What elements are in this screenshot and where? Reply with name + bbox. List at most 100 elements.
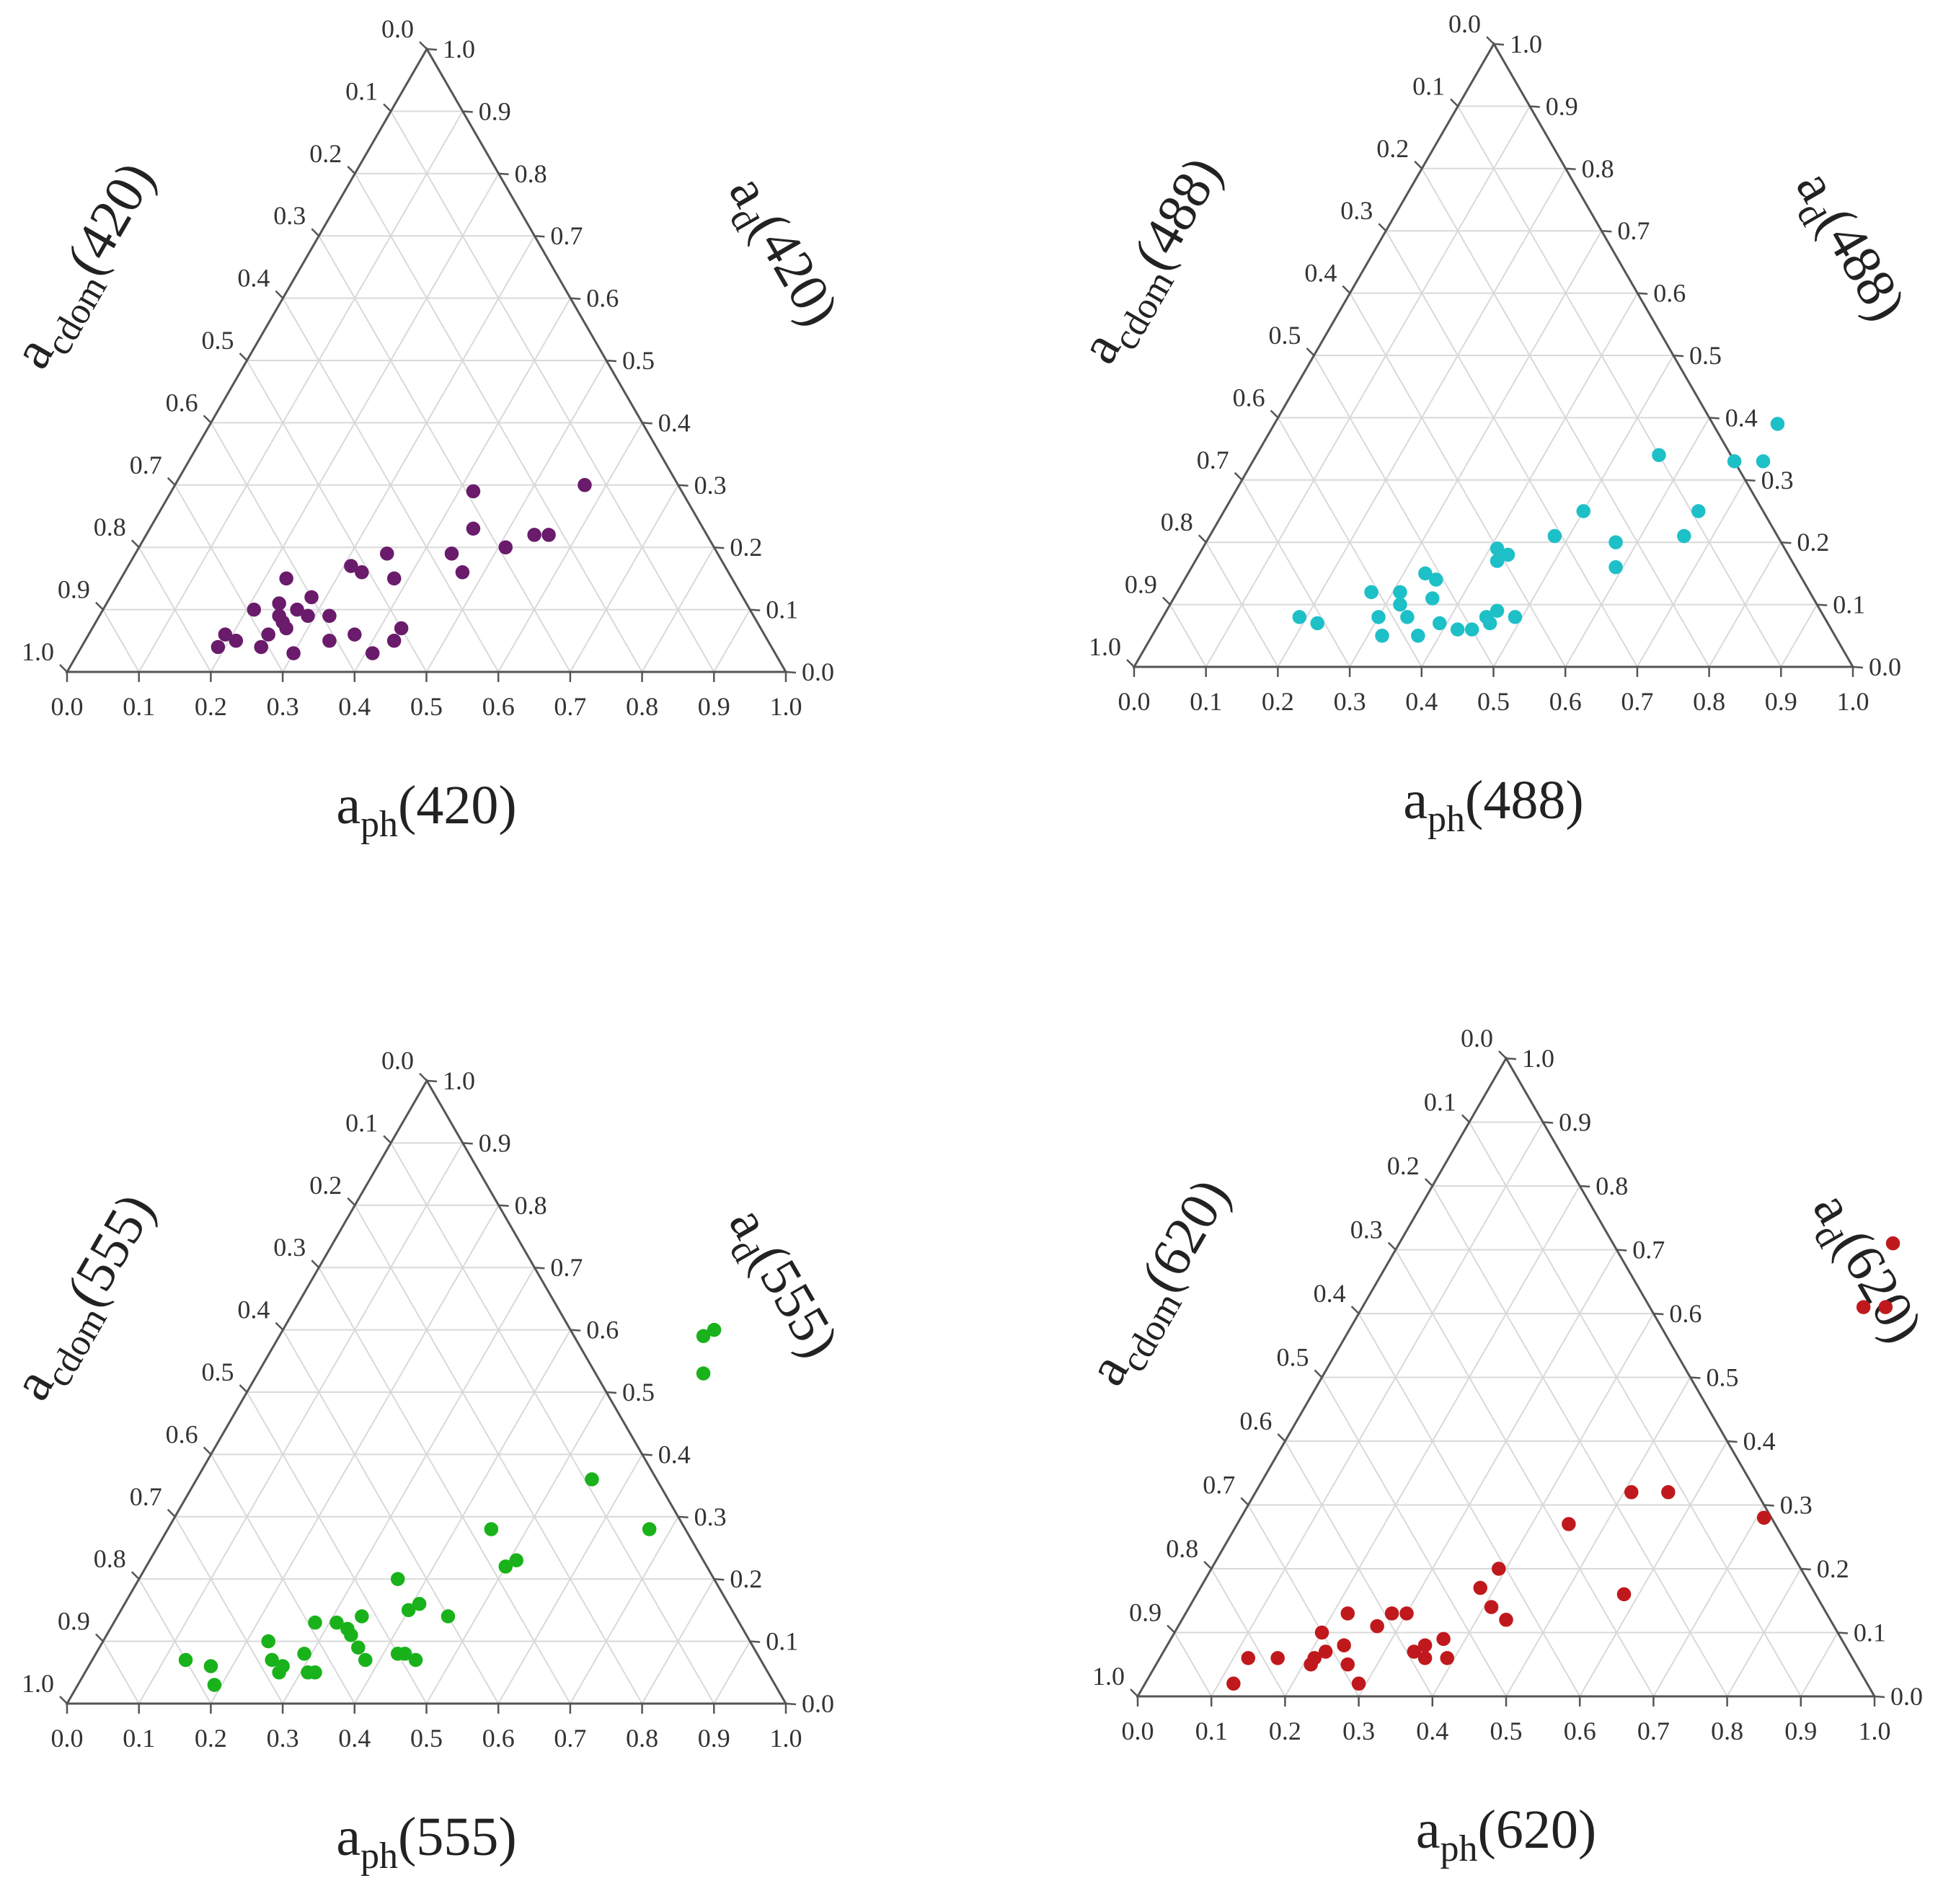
data-point <box>1464 622 1479 637</box>
tick-labels: 0.0 0.0 0.0 0.1 0.1 0.1 0.2 0.2 0.2 0.3 0.3 0.3 0.4 0… <box>22 14 834 721</box>
tick-mark-acdom <box>1270 409 1279 419</box>
tick-label-ad: 0.4 <box>658 1440 691 1469</box>
tick-label-acdom: 0.1 <box>1424 1088 1456 1117</box>
data-point <box>408 1652 423 1668</box>
data-point <box>1429 572 1443 587</box>
axis-title-acdom-suffix: (555) <box>55 1184 167 1317</box>
data-point <box>455 565 470 580</box>
data-point <box>1425 591 1440 606</box>
axis-title-aph-suffix: (488) <box>1465 770 1584 831</box>
data-point <box>1292 610 1307 624</box>
grid-line-aph <box>1708 541 1782 668</box>
tick-label-acdom: 0.1 <box>345 76 378 105</box>
tick-mark-acdom <box>1350 1306 1360 1314</box>
data-point <box>254 639 268 655</box>
data-point <box>1393 597 1407 612</box>
tick-label-acdom: 0.6 <box>166 388 198 417</box>
data-point <box>1473 1580 1487 1595</box>
tick-mark-acdom <box>59 1696 68 1704</box>
data-points <box>1226 1236 1900 1691</box>
grid-line-acdom <box>318 1267 571 1704</box>
tick-label-acdom: 0.7 <box>130 451 162 479</box>
grid-line-acdom <box>1277 417 1422 668</box>
tick-label-ad: 0.6 <box>586 1316 619 1345</box>
tick-label-ad: 0.5 <box>1707 1363 1739 1392</box>
data-point <box>229 634 244 648</box>
tick-label-ad: 1.0 <box>1510 30 1542 58</box>
grid-line-acdom <box>1321 1376 1507 1697</box>
tick-label-acdom: 0.9 <box>58 1607 90 1636</box>
tick-label-aph: 0.6 <box>1564 1717 1596 1745</box>
axis-title-ad-suffix: (555) <box>739 1234 851 1368</box>
grid-line-aph <box>570 484 679 673</box>
grid-line-aph <box>1205 105 1531 668</box>
tick-label-acdom: 0.8 <box>1166 1534 1198 1563</box>
tick-label-ad: 0.2 <box>1797 528 1829 557</box>
data-point <box>1508 610 1523 624</box>
data-point <box>386 634 402 648</box>
tick-mark-acdom <box>347 1197 356 1206</box>
axis-title-ad: ad(420) <box>709 165 851 340</box>
data-point <box>308 1615 322 1630</box>
grid-line-acdom <box>246 360 428 673</box>
tick-mark-ad <box>1505 1057 1517 1061</box>
grid-line-aph <box>1505 1376 1691 1697</box>
tick-label-acdom: 0.0 <box>381 14 414 43</box>
grid-line-aph <box>1565 417 1710 668</box>
tick-mark-acdom <box>130 539 140 549</box>
tick-label-ad: 0.1 <box>766 595 798 624</box>
grid-line-acdom <box>1394 1249 1655 1697</box>
tick-mark-ad <box>606 1391 617 1394</box>
tick-labels: 0.0 0.0 0.0 0.1 0.1 0.1 0.2 0.2 0.2 0.3 0.3 0.3 0.4 0… <box>1092 1024 1923 1745</box>
axis-title-acdom: acdom(420) <box>1 152 174 383</box>
data-point <box>1492 1562 1506 1576</box>
grid-line-acdom <box>174 484 283 673</box>
data-point <box>247 602 262 617</box>
data-point <box>585 1472 599 1487</box>
tick-mark-acdom <box>1314 1369 1323 1378</box>
axis-title-aph: aph(420) <box>336 775 516 845</box>
tick-labels: 0.0 0.0 0.0 0.1 0.1 0.1 0.2 0.2 0.2 0.3 0.3 0.3 0.4 0… <box>1089 9 1901 716</box>
tick-mark-ad <box>1745 479 1756 482</box>
tick-label-ad: 0.7 <box>550 221 583 250</box>
tick-label-ad: 0.9 <box>479 1128 511 1157</box>
tick-mark-acdom <box>130 1571 140 1580</box>
tick-label-ad: 0.2 <box>730 533 762 562</box>
axis-title-aph: aph(555) <box>336 1807 516 1877</box>
axis-title-aph-suffix: (620) <box>1478 1799 1597 1860</box>
tick-mark-acdom <box>383 1135 391 1144</box>
tick-label-aph: 0.0 <box>1118 687 1151 716</box>
tick-label-ad: 0.3 <box>694 471 727 500</box>
grid-line-aph <box>641 1578 715 1704</box>
tick-label-aph: 0.2 <box>1269 1717 1301 1745</box>
data-point <box>1407 1644 1421 1659</box>
tick-mark-acdom <box>419 41 428 50</box>
axis-title-ad: ad(555) <box>709 1197 851 1372</box>
grid-line-aph <box>1358 1249 1618 1697</box>
tick-label-acdom: 0.2 <box>309 139 342 168</box>
tick-label-ad: 0.9 <box>1559 1108 1591 1137</box>
tick-mark-acdom <box>167 1508 176 1518</box>
data-point <box>344 559 358 573</box>
data-point <box>498 1559 513 1574</box>
tick-mark-acdom <box>1277 1433 1286 1442</box>
data-point <box>1371 610 1386 624</box>
data-point <box>1484 1600 1499 1614</box>
tick-mark-acdom <box>59 664 68 673</box>
tick-label-ad: 0.5 <box>622 1378 655 1407</box>
axis-title-aph-sub: ph <box>1428 799 1465 840</box>
tick-mark-ad <box>1580 1185 1590 1188</box>
axis-title-aph-base: a <box>336 775 360 836</box>
data-point <box>322 634 337 648</box>
data-point <box>1608 560 1623 575</box>
data-point <box>1364 585 1379 600</box>
axis-title-aph-suffix: (555) <box>398 1807 517 1867</box>
data-point <box>261 1634 275 1649</box>
axis-title-acdom: acdom(620) <box>1076 1169 1249 1399</box>
tick-mark-acdom <box>1162 596 1171 606</box>
data-point <box>444 546 459 561</box>
tick-mark-ad <box>1781 541 1792 544</box>
data-point <box>1417 1638 1433 1652</box>
grid-line-acdom <box>210 422 355 673</box>
